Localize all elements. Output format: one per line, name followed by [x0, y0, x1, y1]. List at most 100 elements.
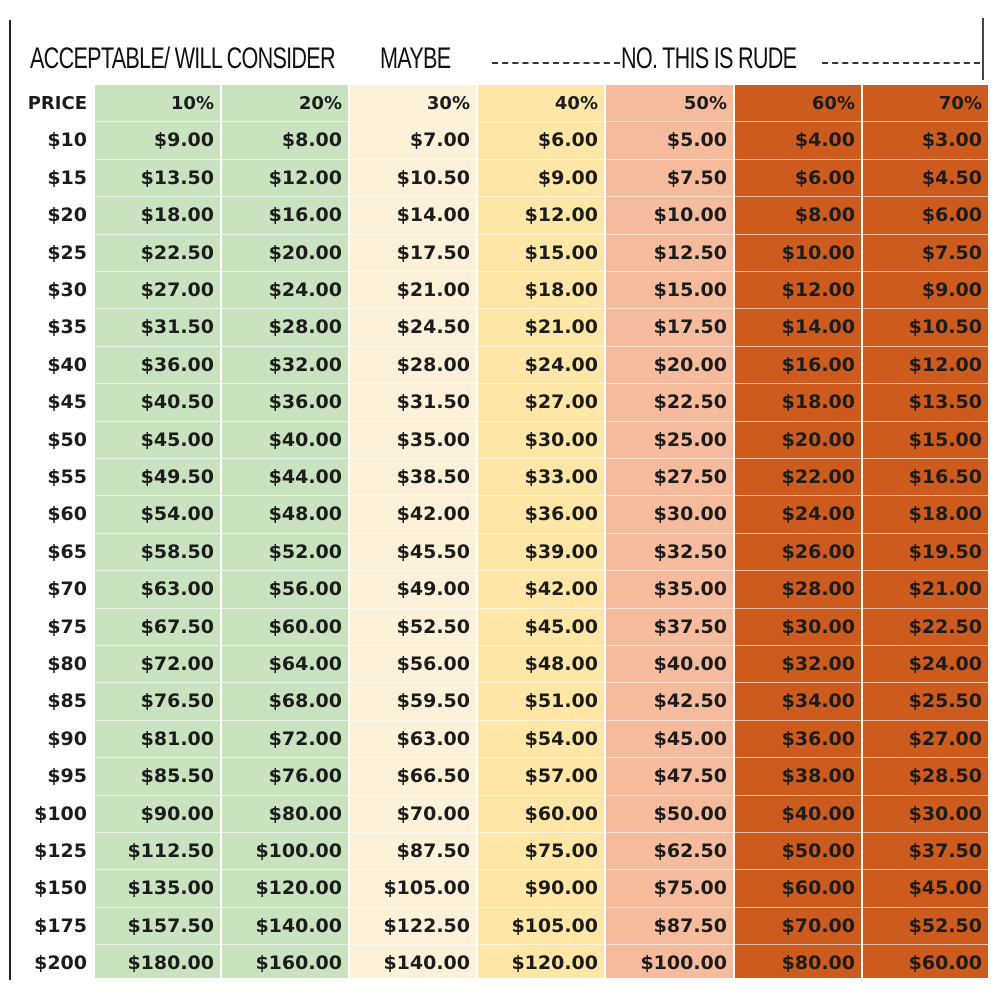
row-divider — [95, 271, 990, 272]
discount-cell: $67.50 — [140, 615, 214, 638]
discount-cell: $13.50 — [908, 391, 982, 414]
price-cell: $30 — [47, 279, 87, 301]
discount-cell: $17.50 — [396, 241, 470, 264]
price-cell: $100 — [34, 802, 87, 825]
discount-cell: $63.00 — [396, 727, 470, 750]
discount-cell: $38.50 — [396, 466, 470, 488]
discount-cell: $6.00 — [537, 129, 598, 152]
discount-cell: $30.00 — [781, 615, 855, 638]
discount-cell: $8.00 — [794, 204, 855, 227]
discount-cell: $21.00 — [524, 316, 598, 339]
discount-cell: $81.00 — [140, 727, 214, 750]
row-divider — [95, 757, 990, 759]
maybe-label: MAYBE — [380, 42, 451, 75]
discount-cell: $5.00 — [666, 129, 727, 152]
discount-cell: $33.00 — [524, 466, 598, 488]
price-cell: $200 — [34, 952, 87, 975]
discount-cell: $36.00 — [524, 503, 598, 526]
discount-cell: $48.00 — [268, 503, 342, 526]
discount-cell: $180.00 — [127, 952, 214, 975]
column-header: 60% — [811, 93, 855, 114]
price-cell: $50 — [47, 428, 87, 451]
discount-cell: $57.00 — [524, 765, 598, 788]
price-cell: $45 — [47, 391, 87, 414]
discount-cell: $72.00 — [268, 727, 342, 750]
row-divider — [95, 944, 990, 946]
row-divider — [95, 196, 990, 198]
price-cell: $40 — [47, 353, 87, 376]
discount-cell: $44.00 — [268, 466, 342, 488]
discount-cell: $18.00 — [908, 503, 982, 526]
price-cell: $80 — [47, 653, 87, 675]
discount-cell: $24.00 — [268, 279, 342, 301]
discount-cell: $24.00 — [908, 653, 982, 675]
price-cell: $10 — [47, 129, 87, 152]
discount-cell: $14.00 — [781, 316, 855, 339]
left-border — [9, 20, 11, 980]
discount-cell: $12.00 — [781, 279, 855, 301]
discount-cell: $35.00 — [653, 578, 727, 601]
discount-cell: $10.00 — [781, 241, 855, 264]
discount-cell: $31.50 — [396, 391, 470, 414]
discount-cell: $52.50 — [908, 914, 982, 937]
price-cell: $65 — [47, 540, 87, 563]
column-header: 10% — [170, 93, 214, 114]
discount-cell: $25.00 — [653, 428, 727, 451]
discount-cell: $45.00 — [524, 615, 598, 638]
discount-cell: $34.00 — [781, 690, 855, 713]
discount-cell: $7.00 — [409, 129, 470, 152]
discount-cell: $15.00 — [908, 428, 982, 451]
row-divider — [95, 420, 990, 422]
discount-cell: $49.50 — [140, 466, 214, 488]
discount-cell: $15.00 — [524, 241, 598, 264]
discount-cell: $120.00 — [511, 952, 598, 975]
dash-left — [492, 62, 620, 64]
discount-cell: $39.00 — [524, 540, 598, 563]
discount-cell: $90.00 — [140, 802, 214, 825]
discount-cell: $64.00 — [268, 653, 342, 675]
discount-cell: $75.00 — [653, 877, 727, 900]
row-divider — [95, 645, 990, 646]
discount-cell: $18.00 — [781, 391, 855, 414]
discount-cell: $63.00 — [140, 578, 214, 601]
discount-cell: $7.50 — [666, 166, 727, 189]
discount-cell: $17.50 — [653, 316, 727, 339]
row-divider — [95, 570, 990, 572]
row-divider — [95, 233, 990, 235]
discount-cell: $100.00 — [255, 840, 342, 862]
discount-cell: $16.00 — [268, 204, 342, 227]
discount-cell: $50.00 — [781, 840, 855, 862]
discount-cell: $8.00 — [281, 129, 342, 152]
discount-cell: $62.50 — [653, 840, 727, 862]
discount-cell: $18.00 — [524, 279, 598, 301]
discount-cell: $50.00 — [653, 802, 727, 825]
discount-cell: $7.50 — [921, 241, 982, 264]
discount-cell: $9.00 — [921, 279, 982, 301]
discount-cell: $21.00 — [908, 578, 982, 601]
discount-cell: $70.00 — [781, 914, 855, 937]
discount-cell: $14.00 — [396, 204, 470, 227]
row-divider — [95, 719, 990, 721]
price-cell: $25 — [47, 241, 87, 264]
row-divider — [95, 458, 990, 459]
discount-cell: $16.50 — [908, 466, 982, 488]
discount-cell: $28.00 — [268, 316, 342, 339]
discount-cell: $28.00 — [781, 578, 855, 601]
discount-cell: $27.00 — [908, 727, 982, 750]
right-border — [982, 18, 984, 80]
dash-right — [822, 62, 980, 64]
rude-label: NO. THIS IS RUDE — [621, 42, 797, 75]
discount-cell: $49.00 — [396, 578, 470, 601]
discount-cell: $60.00 — [781, 877, 855, 900]
discount-cell: $20.00 — [781, 428, 855, 451]
price-cell: $15 — [47, 166, 87, 189]
discount-cell: $56.00 — [396, 653, 470, 675]
discount-cell: $6.00 — [794, 166, 855, 189]
discount-cell: $70.00 — [396, 802, 470, 825]
row-divider — [95, 345, 990, 347]
discount-cell: $24.00 — [524, 353, 598, 376]
discount-cell: $30.00 — [524, 428, 598, 451]
discount-cell: $160.00 — [255, 952, 342, 975]
row-divider — [95, 308, 990, 310]
